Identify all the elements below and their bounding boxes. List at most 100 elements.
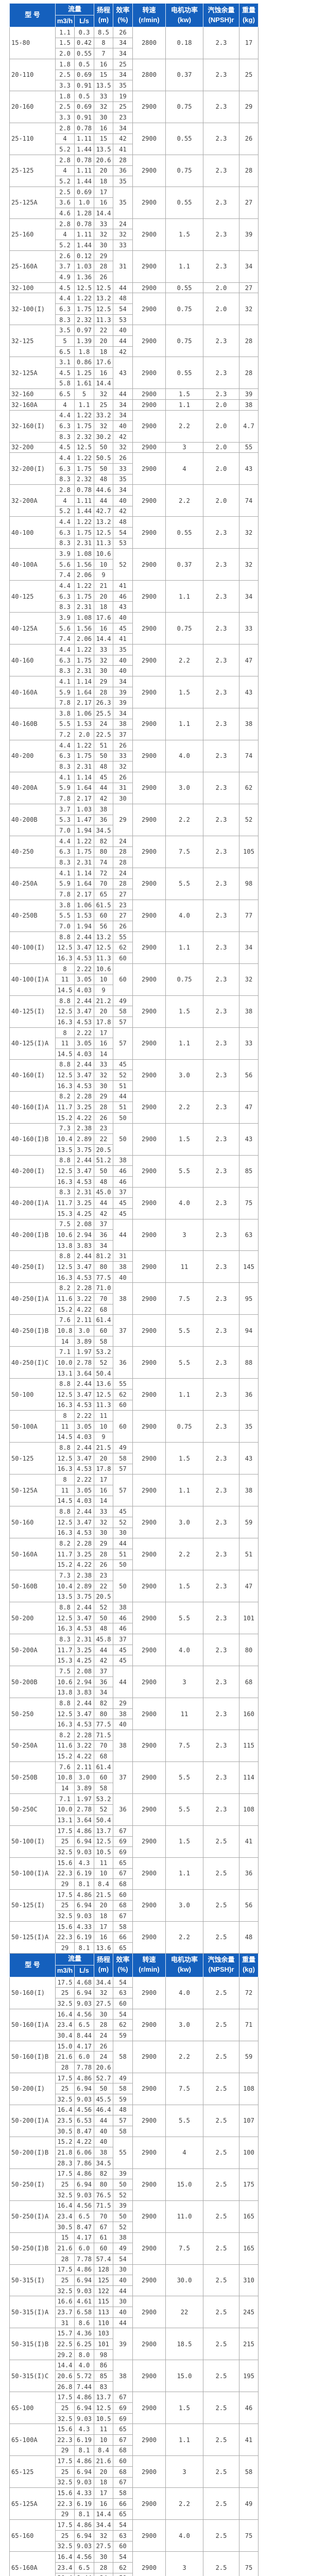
cell-flow-m3h: 29.2 [55, 2349, 75, 2361]
cell-efficiency: 60 [113, 2455, 133, 2467]
cell-head: 20 [94, 165, 114, 177]
cell-head: 22 [94, 325, 114, 336]
cell-motor-power: 4 [165, 452, 204, 485]
table-row: 26.8 7.44 83 [10, 2381, 259, 2393]
cell-flow-m3h: 6.3 [55, 846, 75, 858]
cell-flow-ls: 3.83 [74, 1240, 95, 1251]
table-row: 32-160(I) 4.4 1.22 33.2 34 2900 2.2 2.0 4.7 [9, 410, 259, 443]
cell-flow-ls: 2.31 [74, 1634, 95, 1645]
cell-flow-m3h: 12.5 [55, 1389, 75, 1400]
cell-flow-m3h: 12.5 [55, 1006, 75, 1018]
cell-motor-power: 30.0 [165, 2264, 204, 2297]
table-row: 50-200A 8.3 2.31 45.8 37 2900 4.0 2.3 80 [9, 1634, 259, 1667]
cell-efficiency: 39 [113, 2168, 133, 2180]
cell-head: 23 [94, 1123, 114, 1134]
cell-flow-m3h: 15.6 [55, 1857, 75, 1869]
cell-speed: 2900 [132, 1506, 166, 1539]
table-row: 11.7 3.25 44 45 [10, 1644, 259, 1656]
cell-efficiency: 23 [113, 899, 133, 911]
cell-efficiency: 29 [113, 1698, 133, 1709]
cell-speed: 2900 [132, 867, 166, 900]
cell-model: 40-250(I)C [9, 1346, 56, 1379]
cell-head: 44 [94, 782, 114, 794]
cell-flow-ls: 2.44 [74, 1698, 95, 1709]
cell-weight: 29 [239, 90, 259, 123]
cell-flow-m3h: 2.8 [55, 122, 75, 134]
cell-npsh: 2.3 [203, 357, 240, 389]
cell-flow-ls: 3.0 [74, 1325, 95, 1336]
cell-efficiency: 25 [113, 101, 133, 113]
table-row: 31 8.6 110 44 [10, 2317, 259, 2329]
table-row: 28 7.78 20.6 [10, 2062, 259, 2073]
cell-flow-ls: 1.14 [74, 867, 95, 879]
cell-efficiency: 43 [113, 357, 133, 389]
cell-speed: 2900 [132, 2328, 166, 2361]
cell-head: 36 [94, 1229, 114, 1241]
cell-weight: 33 [239, 612, 259, 645]
cell-flow-ls: 1.0 [74, 197, 95, 209]
cell-flow-ls: 6.25 [74, 2338, 95, 2350]
cell-flow-ls: 3.75 [74, 1144, 95, 1156]
cell-efficiency: 38 [113, 718, 133, 730]
cell-head: 45 [94, 771, 114, 783]
cell-model: 40-100A [9, 548, 56, 581]
cell-weight: 74 [239, 484, 259, 517]
cell-flow-ls: 1.11 [74, 165, 95, 177]
cell-head: 12.5 [94, 1389, 114, 1400]
cell-flow-m3h: 4.4 [55, 739, 75, 751]
cell-speed: 2900 [132, 1091, 166, 1124]
cell-head: 17 [94, 1027, 114, 1039]
cell-efficiency: 39 [113, 2328, 133, 2361]
cell-motor-power: 7.5 [165, 1730, 204, 1762]
cell-npsh: 2.3 [203, 963, 240, 996]
cell-efficiency: 41 [113, 144, 133, 155]
cell-flow-ls: 2.44 [74, 1155, 95, 1166]
table-row: 12.5 3.47 20 58 [10, 1452, 259, 1464]
cell-flow-ls: 2.22 [74, 1027, 95, 1039]
cell-flow-m3h: 10.4 [55, 1580, 75, 1592]
cell-efficiency: 55 [113, 1378, 133, 1389]
table-row: 11.7 3.25 28 51 [10, 1548, 259, 1560]
cell-head: 50.4 [94, 1815, 114, 1826]
cell-flow-ls: 1.64 [74, 686, 95, 698]
cell-head: 24 [94, 718, 114, 730]
cell-flow-m3h: 8.8 [55, 995, 75, 1007]
cell-npsh: 2.3 [203, 1123, 240, 1156]
cell-weight: 52 [239, 803, 259, 836]
table-row: 16.3 4.53 77.5 40 [10, 1719, 259, 1730]
cell-model: 50-160B [9, 1570, 56, 1603]
cell-flow-m3h: 1.8 [55, 90, 75, 102]
cell-npsh: 2.0 [203, 452, 240, 485]
cell-head: 33 [94, 1059, 114, 1071]
table-row: 10.6 2.94 36 [10, 1676, 259, 1688]
cell-head: 10.6 [94, 548, 114, 560]
cell-motor-power: 3 [165, 2551, 204, 2576]
cell-npsh: 2.3 [203, 1730, 240, 1762]
cell-model: 40-200(I)B [9, 1218, 56, 1251]
cell-efficiency: 41 [113, 633, 133, 645]
cell-efficiency: 59 [113, 2572, 133, 2576]
cell-flow-m3h: 4.4 [55, 293, 75, 304]
table-row: 25-160A 2.6 0.12 29 31 2900 1.1 2.3 34 [9, 250, 259, 283]
cell-weight: 43 [239, 1123, 259, 1156]
cell-head: 32 [94, 654, 114, 666]
table-row: 40-200(I) 8.8 2.44 51.2 38 2900 5.5 2.3 85 [9, 1155, 259, 1188]
cell-model: 25-110 [9, 122, 56, 155]
cell-efficiency: 46 [113, 1612, 133, 1624]
cell-flow-m3h: 4 [55, 495, 75, 506]
cell-speed: 2900 [132, 1123, 166, 1156]
cell-head: 8 [94, 37, 114, 49]
cell-head: 74 [94, 857, 114, 868]
cell-model: 40-100 [9, 516, 56, 549]
table-row: 10.6 2.94 36 [10, 1229, 259, 1241]
cell-speed: 2900 [132, 2072, 166, 2105]
cell-flow-m3h: 7.5 [55, 1218, 75, 1230]
cell-weight: 4.7 [239, 410, 259, 443]
table-row: 12.5 3.47 32 52 [10, 1070, 259, 1081]
cell-efficiency: 38 [113, 1261, 133, 1273]
table-row: 40-200(I)B 7.5 2.08 37 44 2900 3 2.3 63 [9, 1218, 259, 1251]
cell-flow-m3h: 10.0 [55, 1804, 75, 1816]
cell-flow-ls: 2.31 [74, 761, 95, 772]
cell-flow-ls: 4.53 [74, 1719, 95, 1730]
cell-head: 71.5 [94, 1730, 114, 1741]
